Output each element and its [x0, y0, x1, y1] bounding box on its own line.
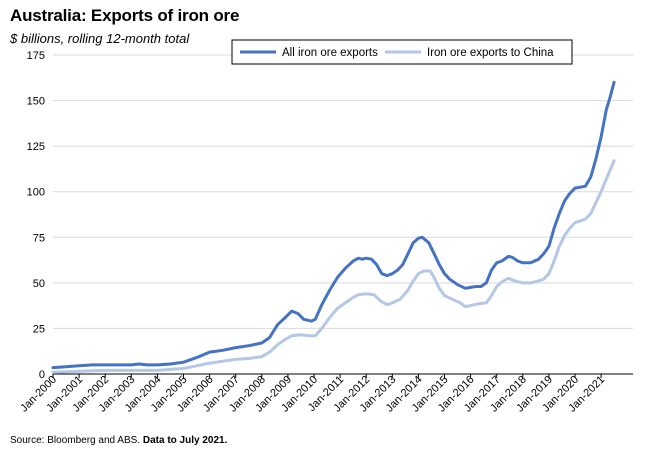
series-lines — [51, 80, 616, 374]
source-note: Source: Bloomberg and ABS. Data to July … — [10, 435, 227, 446]
line-chart: 0 25 50 75 100 125 150 175 Jan-2000Jan-2001Jan-… — [18, 39, 633, 415]
y-tick-labels: 0 25 50 75 100 125 150 175 — [27, 50, 45, 381]
y-tick-label: 75 — [33, 232, 45, 244]
legend-label-iron-ore-exports-to-china: Iron ore exports to China — [427, 47, 554, 59]
legend-label-all-iron-ore-exports: All iron ore exports — [282, 47, 378, 59]
y-tick-label: 50 — [33, 278, 45, 290]
chart-subtitle: $ billions, rolling 12-month total — [10, 31, 190, 46]
source-text: Source: Bloomberg and ABS. — [10, 435, 141, 446]
y-tick-label: 150 — [27, 96, 45, 108]
x-tick-labels: Jan-2000Jan-2001Jan-2002Jan-2003Jan-2004… — [18, 374, 607, 415]
y-tick-label: 25 — [33, 323, 45, 335]
y-tick-label: 175 — [27, 50, 45, 62]
legend: All iron ore exports Iron ore exports to … — [231, 39, 573, 65]
chart-title: Australia: Exports of iron ore — [10, 6, 240, 25]
gridlines — [53, 54, 633, 329]
axes — [52, 373, 633, 378]
series-line-iron-ore-exports-to-china — [51, 159, 616, 374]
series-line-all-iron-ore-exports — [51, 80, 616, 370]
y-tick-label: 0 — [39, 369, 45, 381]
y-tick-label: 100 — [27, 187, 45, 199]
y-tick-label: 125 — [27, 141, 45, 153]
data-note: Data to July 2021. — [142, 435, 228, 446]
